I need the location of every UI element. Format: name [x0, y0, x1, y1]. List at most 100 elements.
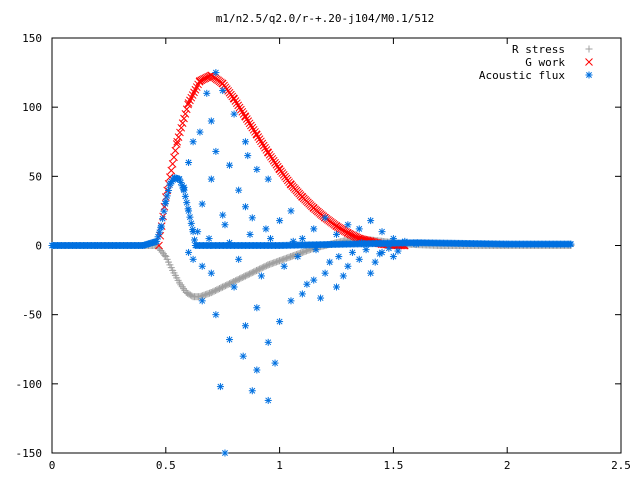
x-stroke: [234, 101, 243, 110]
data-point: [258, 139, 267, 148]
data-point: [241, 203, 249, 211]
y-tick-label: 100: [22, 101, 42, 114]
star-stroke: [206, 235, 213, 242]
data-point: [287, 297, 295, 305]
star-stroke: [158, 223, 165, 230]
star-stroke: [247, 231, 253, 238]
data-point: [217, 284, 225, 292]
data-point: [271, 359, 279, 367]
data-point: [253, 165, 261, 173]
star-stroke: [199, 201, 206, 207]
star-stroke: [356, 256, 363, 263]
star-stroke: [183, 199, 190, 206]
star-stroke: [159, 215, 166, 222]
data-point: [262, 262, 270, 270]
star-stroke: [235, 187, 242, 194]
data-point: [262, 225, 270, 233]
data-point: [241, 138, 249, 146]
data-point: [310, 276, 318, 284]
star-stroke: [212, 148, 219, 155]
star-stroke: [390, 253, 397, 260]
star-stroke: [294, 253, 301, 260]
x-stroke: [176, 128, 184, 137]
x-stroke: [182, 105, 191, 114]
x-stroke: [167, 166, 176, 175]
x-stroke: [237, 105, 245, 114]
star-stroke: [190, 228, 197, 235]
x-stroke: [252, 130, 261, 139]
x-stroke: [248, 123, 257, 132]
plot-marks: [48, 69, 575, 457]
data-point: [185, 248, 193, 256]
x-stroke: [238, 107, 247, 116]
data-point: [185, 207, 193, 215]
star-stroke: [185, 207, 192, 214]
x-tick-label: 0.5: [156, 459, 176, 472]
data-point: [189, 255, 197, 263]
data-point: [212, 311, 220, 319]
data-point: [183, 199, 191, 207]
star-stroke: [310, 225, 317, 232]
star-stroke: [240, 353, 247, 360]
data-point: [259, 141, 268, 150]
data-point: [321, 214, 329, 222]
x-tick-label: 1.5: [383, 459, 403, 472]
data-point: [230, 95, 238, 103]
x-stroke: [178, 119, 187, 128]
data-point: [185, 159, 193, 166]
legend-label-g-work: G work: [525, 56, 565, 69]
data-point: [412, 240, 420, 248]
data-point: [235, 186, 243, 194]
star-stroke: [249, 387, 256, 394]
data-point: [246, 230, 254, 238]
star-stroke: [288, 297, 294, 304]
star-stroke: [390, 235, 397, 242]
star-stroke: [249, 214, 256, 221]
axes: 0 0.5 1 1.5 2 2.5 -150 -100 -50 0 50 100 150: [16, 32, 631, 472]
star-stroke: [181, 184, 187, 191]
star-stroke: [212, 311, 219, 318]
star-stroke: [217, 383, 224, 390]
x-stroke: [262, 146, 271, 154]
data-point: [312, 246, 320, 254]
data-point: [190, 236, 198, 244]
star-stroke: [185, 159, 192, 166]
star-stroke: [367, 270, 374, 277]
x-stroke: [168, 160, 177, 168]
y-tick-label: 150: [22, 32, 42, 45]
x-stroke: [261, 143, 269, 152]
series-acoustic-flux: [48, 69, 575, 457]
star-stroke: [276, 318, 283, 325]
star-stroke: [203, 90, 210, 97]
data-point: [344, 262, 352, 270]
star-stroke: [317, 295, 324, 302]
data-point: [333, 283, 340, 291]
star-stroke: [344, 221, 351, 228]
legend-label-acoustic-flux: Acoustic flux: [479, 69, 565, 82]
data-point: [163, 192, 171, 200]
data-point: [249, 125, 258, 134]
x-stroke: [241, 112, 250, 121]
x-stroke: [174, 133, 183, 141]
data-point: [248, 214, 256, 222]
data-point: [389, 253, 397, 261]
data-point: [160, 207, 168, 215]
data-point: [367, 217, 375, 225]
data-point: [376, 250, 384, 258]
data-point: [362, 246, 370, 254]
star-stroke: [265, 339, 272, 346]
data-point: [339, 272, 347, 280]
x-stroke: [247, 121, 255, 130]
x-stroke: [166, 173, 174, 182]
star-stroke: [199, 263, 206, 270]
star-stroke: [376, 250, 383, 257]
star-stroke: [290, 238, 297, 245]
data-point: [261, 143, 269, 152]
data-point: [168, 160, 177, 168]
data-point: [205, 235, 213, 243]
data-point: [355, 225, 363, 233]
x-tick-label: 1: [276, 459, 283, 472]
y-tick-label: 50: [29, 170, 42, 183]
x-tick-label: 0: [49, 459, 56, 472]
